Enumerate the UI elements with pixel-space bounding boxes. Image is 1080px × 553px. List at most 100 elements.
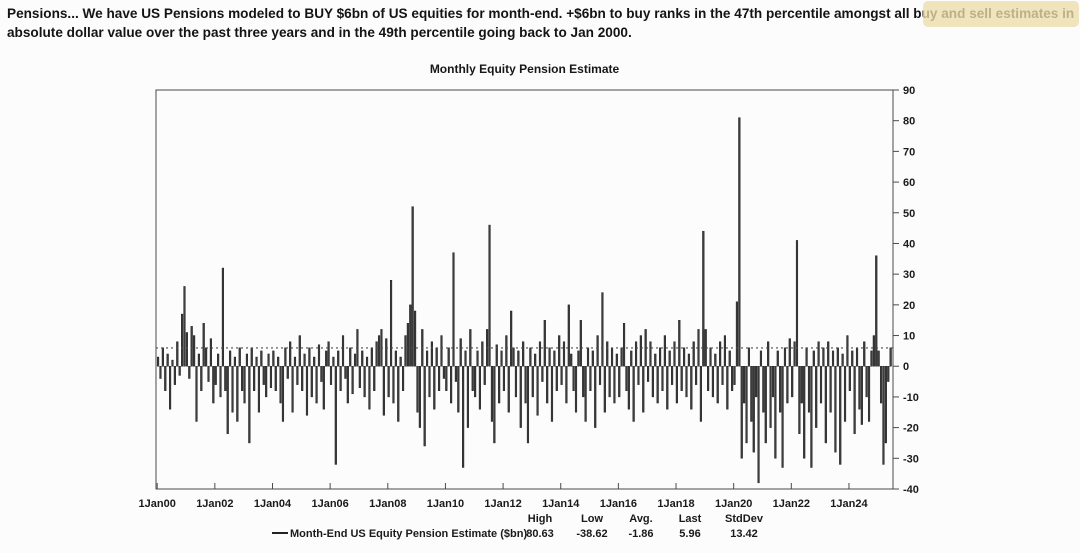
bar	[416, 366, 419, 413]
y-tick-label: 30	[903, 269, 915, 281]
bar	[176, 341, 179, 367]
bar	[188, 366, 191, 379]
bar	[884, 366, 887, 444]
stat-header-high: High	[527, 513, 553, 525]
x-tick-label: 1Jan20	[715, 498, 752, 510]
bar	[389, 280, 393, 367]
bar	[418, 366, 421, 428]
bar	[882, 366, 885, 465]
bar	[394, 350, 397, 367]
bar	[560, 366, 563, 385]
bar	[353, 353, 357, 367]
bar	[673, 341, 676, 367]
bar	[257, 366, 261, 413]
bar	[634, 341, 638, 367]
legend-series-label: Month-End US Equity Pension Estimate ($b…	[290, 528, 528, 540]
bar	[404, 335, 407, 367]
bar	[815, 366, 818, 428]
stat-value-low: -38.62	[576, 528, 608, 540]
bar	[474, 366, 477, 398]
bar	[221, 267, 224, 367]
bar	[750, 366, 753, 422]
bar	[512, 347, 515, 367]
bar	[322, 366, 325, 410]
bar	[399, 356, 402, 367]
x-tick-label: 1Jan16	[600, 498, 637, 510]
stat-header-last: Last	[678, 513, 702, 525]
bar	[373, 366, 376, 391]
bar	[507, 366, 510, 413]
bar	[543, 319, 546, 367]
bar	[224, 366, 227, 391]
bar	[774, 366, 777, 459]
bar	[313, 356, 316, 367]
bar	[534, 353, 537, 367]
bar	[743, 366, 746, 404]
bar	[570, 353, 573, 367]
bar	[610, 347, 614, 367]
bar	[370, 347, 373, 367]
bar	[358, 366, 361, 388]
x-tick-label: 1Jan22	[773, 498, 810, 510]
bar	[656, 366, 659, 404]
bar	[678, 319, 681, 367]
bar	[279, 366, 282, 404]
bar	[267, 353, 270, 367]
bar	[315, 366, 318, 404]
bar	[870, 350, 873, 367]
bar	[171, 359, 174, 367]
bar	[447, 347, 450, 367]
bar	[692, 341, 695, 367]
legend-series: Month-End US Equity Pension Estimate ($b…	[272, 528, 527, 540]
bar	[716, 366, 719, 404]
bar	[781, 366, 784, 468]
bar	[205, 347, 208, 367]
x-tick-label: 1Jan18	[657, 498, 694, 510]
bar	[829, 366, 832, 413]
bar	[298, 335, 301, 367]
bar	[305, 366, 309, 416]
bar	[457, 366, 460, 413]
bar	[183, 286, 186, 367]
bar	[281, 366, 285, 422]
bar	[714, 353, 717, 367]
stat-header-stddev: StdDev	[725, 513, 763, 525]
bar	[839, 366, 842, 465]
bar	[406, 323, 409, 367]
bar	[596, 335, 599, 367]
bar	[320, 366, 323, 382]
bar	[397, 366, 400, 422]
bar	[603, 366, 606, 413]
bar	[291, 366, 294, 413]
bar	[846, 335, 849, 367]
bar	[663, 335, 666, 367]
bar	[879, 366, 883, 404]
bar	[738, 117, 741, 367]
y-tick-label: -20	[903, 423, 919, 435]
bar	[375, 341, 378, 367]
bar	[601, 292, 604, 367]
bar	[363, 366, 366, 398]
bar	[529, 347, 532, 367]
bar	[490, 366, 494, 422]
bar	[627, 366, 630, 410]
bar	[800, 366, 803, 404]
bar	[553, 350, 556, 367]
bar	[423, 366, 426, 447]
bar	[483, 366, 486, 385]
bar	[767, 341, 770, 367]
bar	[695, 366, 698, 385]
bar	[325, 350, 328, 367]
bar	[269, 366, 273, 388]
bar	[231, 366, 234, 413]
bar	[524, 366, 527, 404]
bar	[822, 347, 825, 367]
bar	[546, 366, 549, 404]
bar	[858, 366, 861, 410]
bar	[250, 347, 253, 367]
bar	[733, 366, 736, 385]
bar	[565, 366, 568, 404]
bar	[538, 341, 542, 367]
bar	[476, 350, 479, 367]
bar	[361, 350, 364, 367]
